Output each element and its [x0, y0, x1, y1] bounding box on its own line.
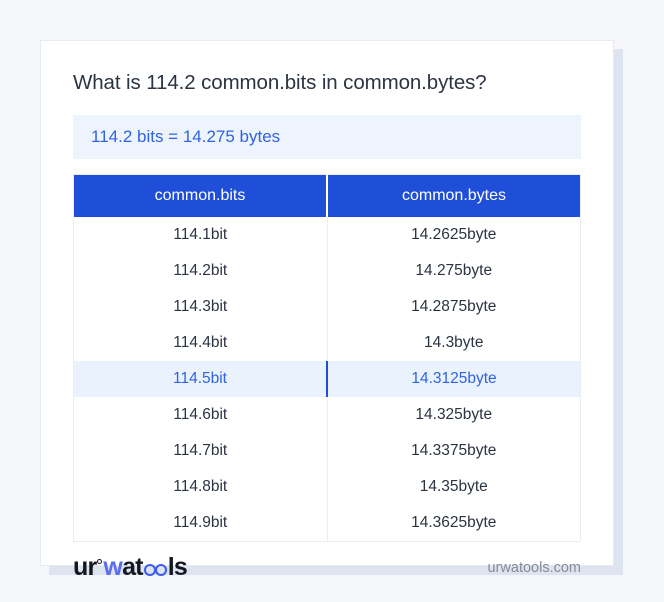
card-footer: ur w at ls urwatools.com [41, 542, 613, 580]
table-row[interactable]: 114.2bit 14.275byte [73, 253, 581, 289]
cell-bits: 114.4bit [73, 325, 328, 361]
table-body: 114.1bit 14.2625byte 114.2bit 14.275byte… [73, 217, 581, 542]
logo-ring-left-icon [143, 564, 156, 576]
logo-text-part4: ls [167, 553, 188, 581]
result-banner: 114.2 bits = 14.275 bytes [73, 115, 581, 159]
page-title: What is 114.2 common.bits in common.byte… [73, 71, 487, 94]
cell-bits: 114.5bit [73, 361, 328, 397]
cell-bytes: 14.325byte [327, 397, 581, 433]
logo-ring-right-icon [154, 564, 167, 576]
conversion-table: common.bits common.bytes 114.1bit 14.262… [73, 174, 581, 542]
cell-bytes: 14.275byte [327, 253, 581, 289]
column-header-bytes: common.bytes [327, 174, 581, 217]
cell-bits: 114.7bit [73, 433, 328, 469]
logo-text-part2: w [103, 553, 123, 581]
card-content: What is 114.2 common.bits in common.byte… [41, 41, 613, 542]
table-row[interactable]: 114.7bit 14.3375byte [73, 433, 581, 469]
table-row[interactable]: 114.9bit 14.3625byte [73, 505, 581, 542]
cell-bits: 114.3bit [73, 289, 328, 325]
logo-glasses-icon [143, 564, 167, 576]
table-header: common.bits common.bytes [73, 174, 581, 217]
cell-bytes: 14.3625byte [327, 505, 581, 542]
cell-bits: 114.8bit [73, 469, 328, 505]
cell-bytes: 14.2875byte [327, 289, 581, 325]
table-row-highlighted[interactable]: 114.5bit 14.3125byte [73, 361, 581, 397]
column-header-bits: common.bits [73, 174, 328, 217]
site-url: urwatools.com [487, 559, 581, 576]
cell-bits: 114.6bit [73, 397, 328, 433]
cell-bits: 114.2bit [73, 253, 328, 289]
table-row[interactable]: 114.3bit 14.2875byte [73, 289, 581, 325]
cell-bytes: 14.3byte [327, 325, 581, 361]
logo-dot-icon [97, 559, 103, 564]
table-row[interactable]: 114.4bit 14.3byte [73, 325, 581, 361]
logo-text-part1: ur [73, 553, 97, 581]
logo-text-part3: at [122, 553, 143, 581]
cell-bytes: 14.3125byte [327, 361, 581, 397]
brand-logo[interactable]: ur w at ls [73, 553, 188, 581]
cell-bits: 114.1bit [73, 217, 328, 253]
conversion-card: What is 114.2 common.bits in common.byte… [40, 40, 614, 580]
table-row[interactable]: 114.8bit 14.35byte [73, 469, 581, 505]
cell-bits: 114.9bit [73, 505, 328, 542]
cell-bytes: 14.3375byte [327, 433, 581, 469]
cell-bytes: 14.35byte [327, 469, 581, 505]
table-row[interactable]: 114.6bit 14.325byte [73, 397, 581, 433]
table-header-row: common.bits common.bytes [73, 174, 581, 217]
table-row[interactable]: 114.1bit 14.2625byte [73, 217, 581, 253]
cell-bytes: 14.2625byte [327, 217, 581, 253]
